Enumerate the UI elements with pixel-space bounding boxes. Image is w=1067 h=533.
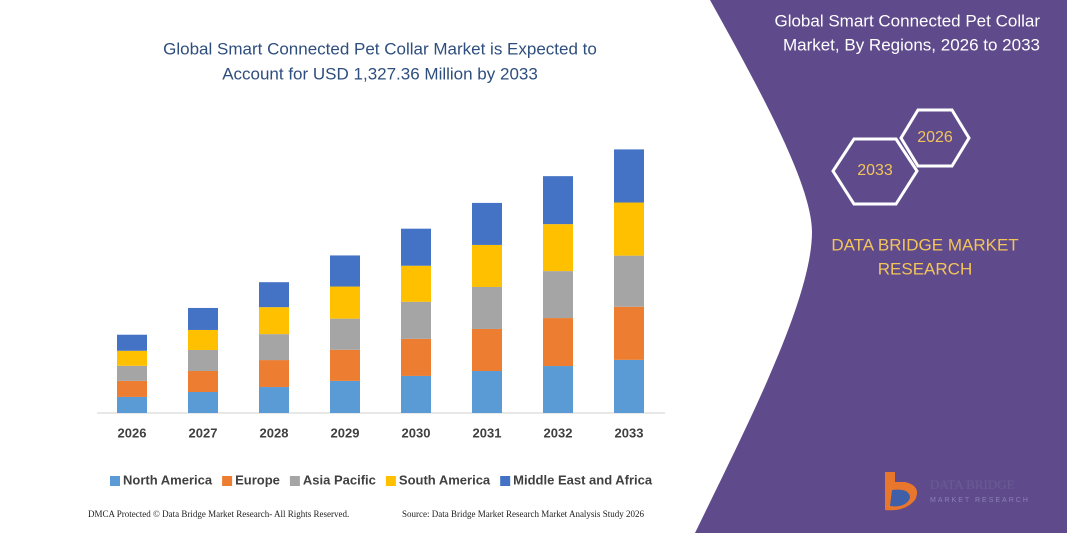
x-tick-label: 2033 [615,425,644,440]
footer-text: DMCA Protected © Data Bridge Market Rese… [88,509,349,519]
bar-segment [401,338,431,376]
bar-segment [117,380,147,397]
bar-segment [330,380,360,413]
x-tick-label: 2028 [260,425,289,440]
x-tick-label: 2032 [544,425,573,440]
bar-segment [614,202,644,256]
legend-label: Asia Pacific [303,472,376,487]
bar-segment [117,334,147,351]
brand-text: DATA BRIDGE MARKET [831,235,1018,254]
side-panel [695,0,1067,533]
bar-segment [259,282,289,308]
bar-segment [472,370,502,413]
bar-segment [330,318,360,350]
logo-tagline: MARKET RESEARCH [930,497,1030,504]
logo-mark [890,489,910,507]
bar-segment [117,350,147,366]
bar-segment [259,360,289,388]
x-tick-label: 2029 [331,425,360,440]
hexagon-label: 2033 [857,162,893,179]
bar-segment [259,334,289,361]
x-tick-label: 2031 [473,425,502,440]
bar-segment [330,255,360,287]
bar-segment [472,244,502,287]
bar-segment [543,176,573,225]
chart-title: Global Smart Connected Pet Collar Market… [163,39,597,58]
bar-segment [259,387,289,413]
bar-segment [401,228,431,266]
hexagon [899,108,971,168]
legend-label: North America [123,472,213,487]
legend-label: South America [399,472,491,487]
logo-name: DATA BRIDGE [930,477,1015,492]
bar-segment [543,366,573,413]
bar-segment [259,307,289,335]
bar-segment [330,349,360,381]
chart-title: Account for USD 1,327.36 Million by 2033 [222,64,538,83]
bar-segment [543,271,573,319]
legend-swatch [385,476,396,486]
bar-segment [188,349,218,371]
bar-segment [543,224,573,272]
bar-segment [614,255,644,307]
panel-title: Global Smart Connected Pet Collar [774,11,1040,30]
bar-segment [472,328,502,371]
hexagon-label: 2026 [917,129,953,146]
legend-label: Middle East and Africa [513,472,653,487]
x-tick-label: 2027 [189,425,218,440]
legend-swatch [289,476,300,486]
legend-swatch [222,476,233,486]
bar-segment [188,307,218,330]
legend-swatch [500,476,511,486]
bar-segment [472,202,502,245]
legend-swatch [110,476,120,486]
bar-segment [117,396,147,413]
bar-segment [401,301,431,339]
bar-segment [472,286,502,329]
footer-text: Source: Data Bridge Market Research Mark… [402,509,644,519]
bar-segment [614,149,644,203]
x-tick-label: 2026 [118,425,147,440]
bar-segment [401,265,431,302]
legend-label: Europe [235,472,280,487]
bar-segment [330,286,360,319]
x-tick-label: 2030 [402,425,431,440]
bar-segment [188,329,218,350]
brand-text: RESEARCH [878,259,972,278]
bar-segment [401,375,431,413]
bar-segment [188,391,218,413]
bar-segment [117,365,147,381]
bar-segment [614,359,644,413]
bar-segment [188,370,218,392]
hexagon [831,137,919,206]
bar-segment [543,318,573,367]
bar-segment [614,306,644,360]
panel-title: Market, By Regions, 2026 to 2033 [783,35,1040,54]
